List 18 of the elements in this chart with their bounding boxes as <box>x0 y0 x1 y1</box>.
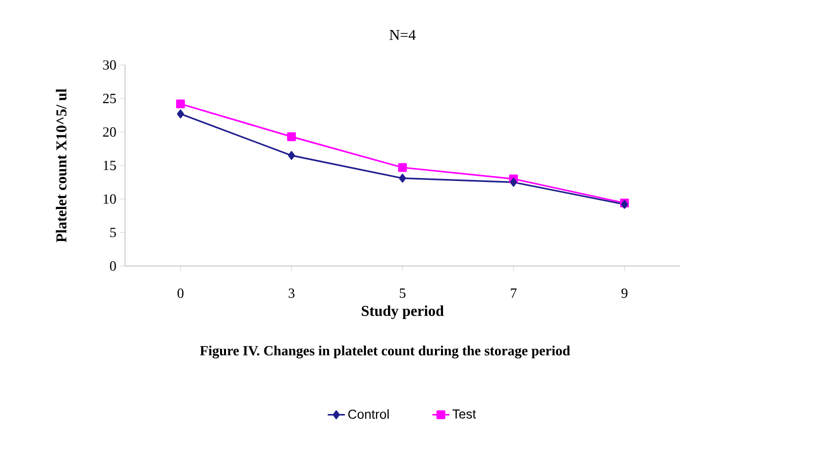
text: Figure IV. Changes in platelet count during the storage period <box>200 346 570 358</box>
legend-label: Control <box>348 409 389 419</box>
y-tick-label: 0 <box>110 261 116 271</box>
y-axis-title: Platelet count X10^5/ ul <box>56 88 66 242</box>
x-tick-label: 3 <box>288 288 294 298</box>
y-tick-label: 15 <box>104 160 116 170</box>
y-tick-label: 30 <box>103 60 116 70</box>
y-tick-label: 10 <box>104 194 116 204</box>
x-tick-label: 7 <box>510 288 517 298</box>
x-axis-title: Study period <box>362 305 444 320</box>
y-tick-label: 25 <box>103 94 116 104</box>
y-tick-label: 20 <box>103 127 116 137</box>
legend-label: Test <box>452 410 476 419</box>
x-tick-label: 5 <box>400 288 406 298</box>
chart-title: N=4 <box>390 30 416 40</box>
x-tick-label: 0 <box>178 288 184 298</box>
y-tick-label: 5 <box>110 228 116 238</box>
x-tick-label: 9 <box>621 288 628 298</box>
